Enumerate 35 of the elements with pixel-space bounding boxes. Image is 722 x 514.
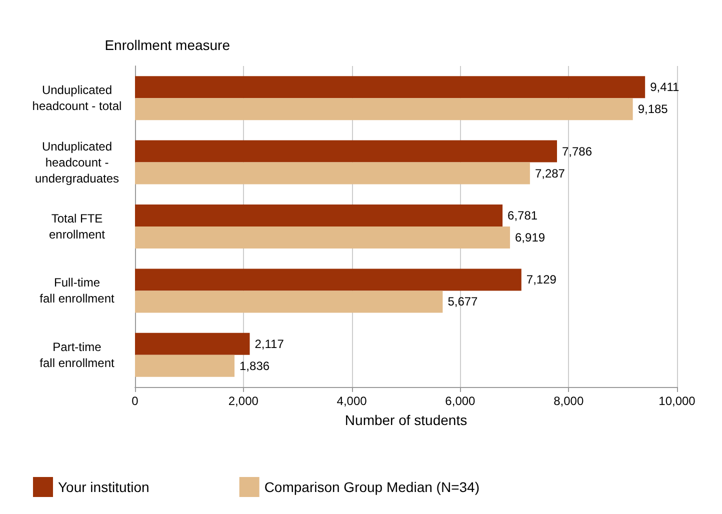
bar bbox=[135, 76, 646, 98]
data-label: 1,836 bbox=[240, 358, 270, 373]
bar bbox=[135, 162, 530, 184]
x-tick-label: 10,000 bbox=[658, 394, 696, 408]
y-tick-label: Full-time fall enrollment bbox=[40, 276, 116, 306]
bar bbox=[135, 204, 503, 226]
x-tick-label: 4,000 bbox=[336, 394, 368, 408]
y-axis-title: Enrollment measure bbox=[104, 37, 230, 53]
y-tick-label: Total FTE enrollment bbox=[48, 212, 106, 242]
bar bbox=[135, 354, 235, 377]
data-label: 6,919 bbox=[515, 230, 546, 244]
bar bbox=[135, 226, 510, 248]
data-label: 9,185 bbox=[638, 102, 668, 116]
data-label: 7,287 bbox=[534, 166, 566, 180]
data-label: 2,117 bbox=[254, 336, 284, 351]
x-tick-label: 2,000 bbox=[228, 394, 259, 408]
x-tick-label: 8,000 bbox=[554, 394, 584, 408]
bar bbox=[135, 290, 443, 313]
data-label: 7,129 bbox=[526, 272, 557, 287]
bar bbox=[135, 268, 522, 291]
data-label: 6,781 bbox=[508, 208, 538, 222]
bar bbox=[135, 332, 250, 355]
x-axis-title: Number of students bbox=[344, 412, 468, 428]
y-tick-label: Unduplicated headcount - total bbox=[32, 83, 122, 114]
x-tick-label: 6,000 bbox=[445, 394, 476, 408]
legend-label: Your institution bbox=[58, 479, 150, 495]
data-label: 9,411 bbox=[650, 80, 680, 94]
bar bbox=[135, 140, 557, 162]
data-label: 5,677 bbox=[448, 294, 478, 309]
legend-label: Comparison Group Median (N=34) bbox=[264, 479, 480, 495]
x-tick-label: 0 bbox=[132, 394, 139, 408]
y-tick-label: Part-time fall enrollment bbox=[40, 340, 116, 370]
y-tick-label: Unduplicated headcount - undergraduates bbox=[34, 139, 120, 186]
bar bbox=[135, 98, 633, 120]
data-label: 7,786 bbox=[562, 144, 592, 158]
